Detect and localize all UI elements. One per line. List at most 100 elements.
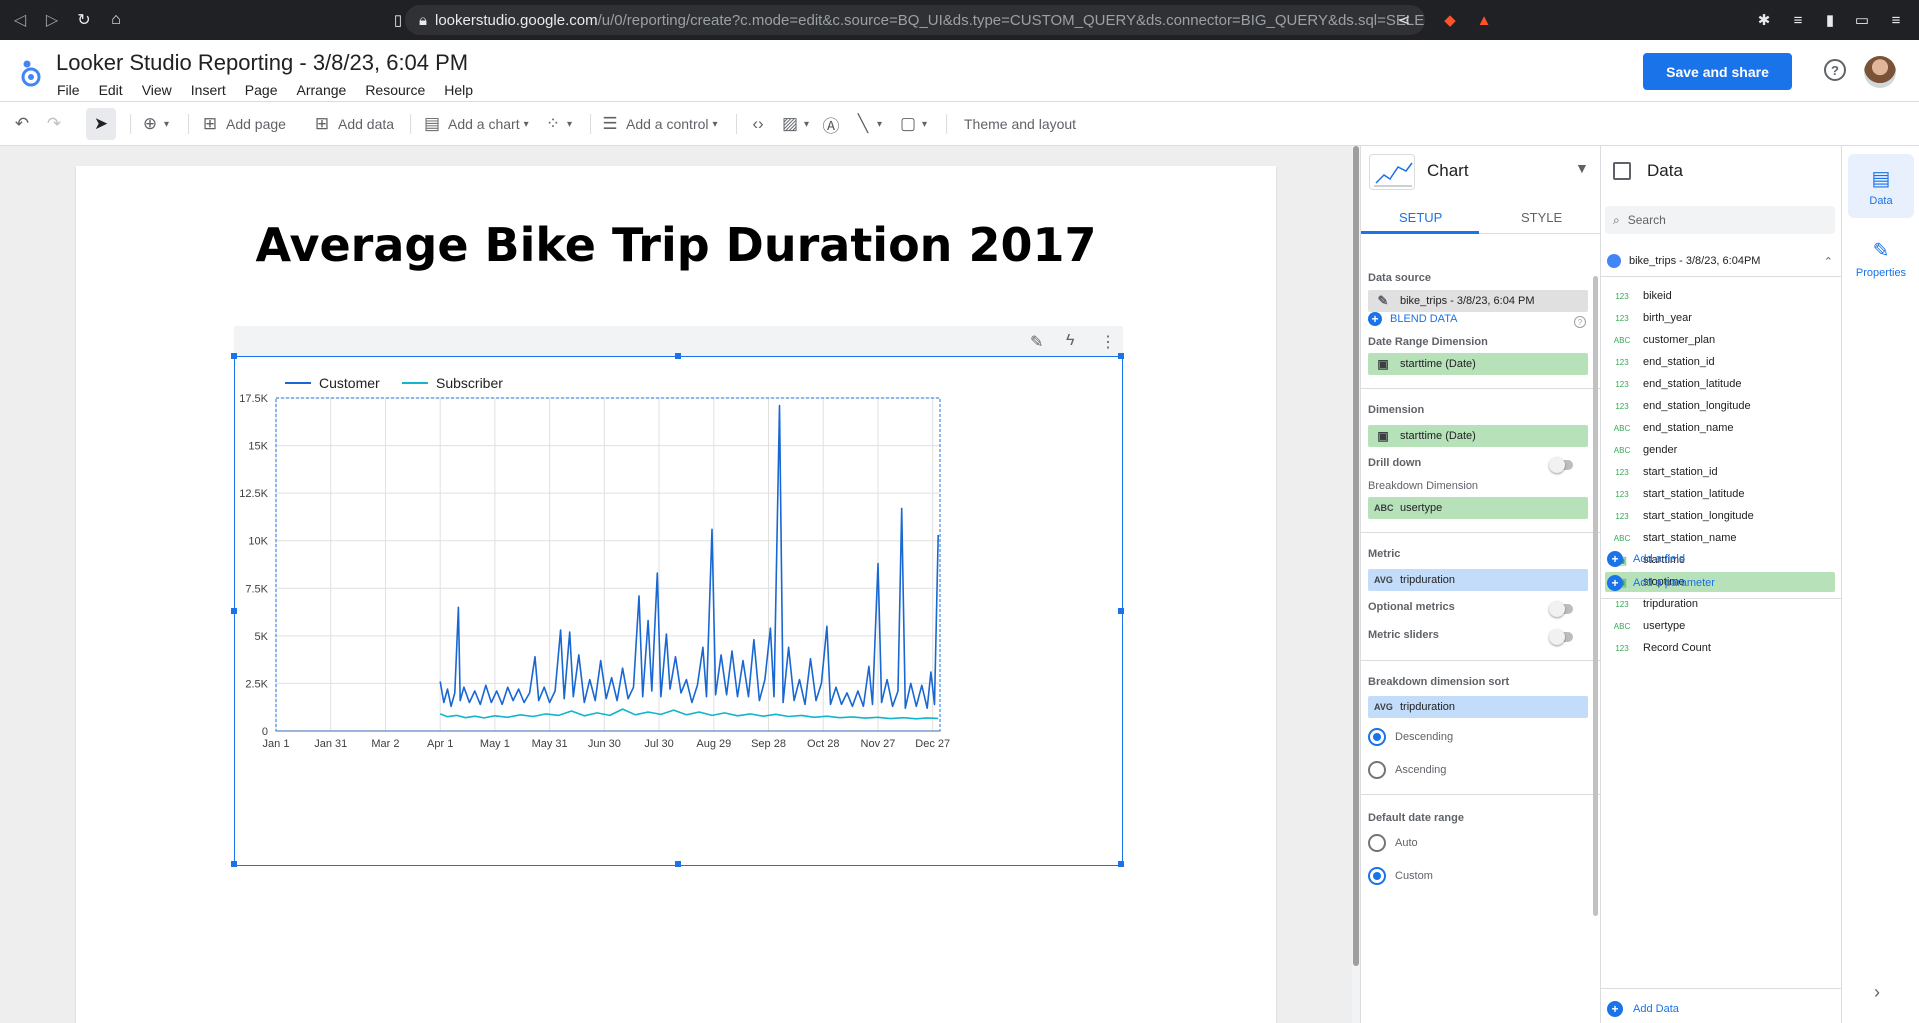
- metric-sliders-toggle[interactable]: [1549, 629, 1573, 645]
- drill-down-toggle[interactable]: [1549, 457, 1573, 473]
- undo-icon[interactable]: ↶: [14, 114, 30, 133]
- help-circle-icon[interactable]: ?: [1574, 316, 1586, 328]
- shape-icon[interactable]: ▢ ▾: [899, 114, 928, 133]
- address-bar[interactable]: 🔒︎ lookerstudio.google.com/u/0/reporting…: [405, 5, 1425, 35]
- avatar[interactable]: [1864, 56, 1896, 88]
- playlist-icon[interactable]: ≡: [1793, 11, 1803, 29]
- data-field-row[interactable]: ABC start_station_name: [1605, 528, 1835, 548]
- legend-item-subscriber[interactable]: Subscriber: [402, 375, 503, 391]
- menu-page[interactable]: Page: [244, 82, 278, 98]
- menu-edit[interactable]: Edit: [98, 82, 123, 98]
- tab-setup[interactable]: SETUP: [1399, 210, 1443, 225]
- report-title-text[interactable]: Average Bike Trip Duration 2017: [255, 218, 1097, 272]
- resize-handle[interactable]: [1118, 608, 1124, 614]
- wallet-icon[interactable]: ▭: [1854, 12, 1870, 29]
- data-field-row[interactable]: 123 start_station_longitude: [1605, 506, 1835, 526]
- select-tool-icon[interactable]: ➤: [93, 114, 109, 133]
- report-name[interactable]: Looker Studio Reporting - 3/8/23, 6:04 P…: [56, 50, 469, 75]
- add-parameter-button[interactable]: + Add a parameter: [1607, 575, 1715, 591]
- descending-radio[interactable]: [1368, 728, 1386, 746]
- add-control-button[interactable]: ☰ Add a control ▾: [600, 112, 717, 136]
- back-icon[interactable]: ◁: [13, 12, 27, 29]
- browser-menu-icon[interactable]: ≡: [1891, 11, 1901, 29]
- auto-radio[interactable]: [1368, 834, 1386, 852]
- panel-scrollbar[interactable]: [1593, 276, 1598, 916]
- date-range-dimension-chip[interactable]: ▣ starttime (Date): [1368, 353, 1588, 375]
- sidebar-icon[interactable]: ▮: [1825, 12, 1835, 29]
- resize-handle[interactable]: [1118, 353, 1124, 359]
- save-and-share-button[interactable]: Save and share: [1643, 53, 1792, 90]
- chevron-down-icon[interactable]: ▼: [1575, 160, 1589, 176]
- report-page[interactable]: Average Bike Trip Duration 2017 ✎ ϟ ⋮ Cu…: [76, 166, 1276, 1023]
- data-field-row[interactable]: 123 end_station_longitude: [1605, 396, 1835, 416]
- blend-data-button[interactable]: + BLEND DATA: [1368, 312, 1457, 326]
- field-search-input[interactable]: ⌕ Search: [1605, 206, 1835, 234]
- sort-field-chip[interactable]: AVG tripduration: [1368, 696, 1588, 718]
- data-field-row[interactable]: ABC gender: [1605, 440, 1835, 460]
- data-field-row[interactable]: 123 Record Count: [1605, 638, 1835, 658]
- add-data-button[interactable]: ⊞ Add data: [312, 112, 394, 136]
- image-icon[interactable]: ▨ ▾: [781, 114, 810, 133]
- resize-handle[interactable]: [231, 861, 237, 867]
- home-icon[interactable]: ⌂: [111, 11, 121, 28]
- scrollbar-thumb[interactable]: [1353, 146, 1359, 966]
- add-data-button[interactable]: + Add Data: [1607, 1001, 1679, 1017]
- brave-rewards-icon[interactable]: ▲: [1476, 11, 1492, 29]
- brave-shield-icon[interactable]: ◆: [1444, 12, 1456, 29]
- forward-icon[interactable]: ▷: [45, 12, 59, 29]
- redo-icon[interactable]: ↷: [46, 114, 62, 133]
- reload-icon[interactable]: ↻: [77, 12, 91, 29]
- resize-handle[interactable]: [231, 608, 237, 614]
- embed-icon[interactable]: ‹›: [752, 114, 764, 133]
- data-field-row[interactable]: ABC end_station_name: [1605, 418, 1835, 438]
- canvas-scrollbar[interactable]: [1352, 146, 1360, 1023]
- resize-handle[interactable]: [675, 861, 681, 867]
- data-field-row[interactable]: 123 end_station_id: [1605, 352, 1835, 372]
- chart-type-thumbnail[interactable]: [1369, 154, 1415, 190]
- rail-data-button[interactable]: ▤ Data: [1848, 154, 1914, 218]
- data-field-row[interactable]: ▣stoptime: [1605, 572, 1835, 592]
- menu-view[interactable]: View: [141, 82, 172, 98]
- help-icon[interactable]: ?: [1824, 59, 1846, 81]
- share-icon[interactable]: ⋖: [1397, 12, 1411, 29]
- chevron-right-icon[interactable]: ›: [1874, 982, 1880, 1002]
- bookmark-icon[interactable]: ▯: [393, 12, 403, 29]
- data-source-chip[interactable]: ✎ bike_trips - 3/8/23, 6:04 PM: [1368, 290, 1588, 312]
- resize-handle[interactable]: [231, 353, 237, 359]
- menu-help[interactable]: Help: [444, 82, 474, 98]
- data-field-row[interactable]: 123 bikeid: [1605, 286, 1835, 306]
- tab-style[interactable]: STYLE: [1521, 210, 1563, 225]
- data-field-row[interactable]: 123 tripduration: [1605, 594, 1835, 614]
- data-field-row[interactable]: 123 start_station_latitude: [1605, 484, 1835, 504]
- resize-handle[interactable]: [675, 353, 681, 359]
- data-field-row[interactable]: 123 start_station_id: [1605, 462, 1835, 482]
- extensions-icon[interactable]: ✱: [1757, 12, 1771, 29]
- add-field-button[interactable]: + Add a field: [1607, 551, 1685, 567]
- ascending-radio[interactable]: [1368, 761, 1386, 779]
- theme-and-layout-button[interactable]: Theme and layout: [958, 112, 1076, 136]
- more-vert-icon[interactable]: ⋮: [1100, 334, 1116, 351]
- menu-insert[interactable]: Insert: [190, 82, 226, 98]
- edit-pencil-icon[interactable]: ✎: [1030, 334, 1044, 351]
- data-field-row[interactable]: 123 end_station_latitude: [1605, 374, 1835, 394]
- metric-chip[interactable]: AVG tripduration: [1368, 569, 1588, 591]
- menu-arrange[interactable]: Arrange: [296, 82, 347, 98]
- zoom-icon[interactable]: ⊕ ▾: [142, 114, 170, 133]
- community-viz-icon[interactable]: ⁘ ▾: [545, 114, 573, 133]
- time-series-chart[interactable]: Customer Subscriber 0 2.5K 5K 7.5K 10K 12.5K 1…: [231, 353, 1124, 867]
- resize-handle[interactable]: [1118, 861, 1124, 867]
- collapse-icon[interactable]: ⌃: [1823, 255, 1833, 268]
- dimension-chip[interactable]: ▣ starttime (Date): [1368, 425, 1588, 447]
- menu-resource[interactable]: Resource: [365, 82, 426, 98]
- add-chart-button[interactable]: ▤ Add a chart ▾: [423, 114, 529, 133]
- custom-radio[interactable]: [1368, 867, 1386, 885]
- legend-item-customer[interactable]: Customer: [285, 375, 380, 391]
- rail-properties-button[interactable]: ✎ Properties: [1848, 226, 1914, 290]
- line-icon[interactable]: ╲ ▾: [857, 114, 883, 133]
- optional-metrics-toggle[interactable]: [1549, 601, 1573, 617]
- data-field-row[interactable]: ABC usertype: [1605, 616, 1835, 636]
- lightning-icon[interactable]: ϟ: [1066, 332, 1075, 349]
- add-page-button[interactable]: ⊞ Add page: [200, 112, 286, 136]
- text-icon[interactable]: Ⓐ: [822, 116, 840, 136]
- data-field-row[interactable]: ABC customer_plan: [1605, 330, 1835, 350]
